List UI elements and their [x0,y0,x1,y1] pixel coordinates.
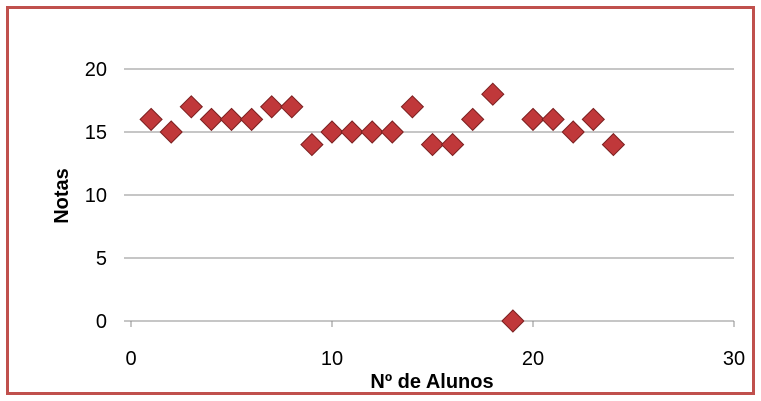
data-point [239,107,264,132]
y-tick-label: 5 [96,248,107,270]
data-point [139,107,163,132]
x-tick-label: 0 [125,348,136,370]
data-point [561,120,585,144]
data-point [280,95,304,119]
data-point [320,120,344,144]
data-point [300,132,324,157]
data-point [440,132,465,157]
x-tick-label: 30 [723,348,745,370]
data-point [541,107,565,132]
gridlines [124,68,734,322]
data-point [199,107,224,132]
data-point [360,120,384,144]
chart-frame [6,6,755,395]
data-point [601,132,626,157]
data-point [481,82,505,106]
y-tick-label: 0 [96,311,107,333]
x-axis [130,321,735,327]
data-point [521,107,545,132]
x-tick-label: 20 [522,348,544,370]
data-points [139,82,626,333]
x-tick-label: 10 [321,348,343,370]
data-point [259,95,284,119]
y-tick-labels: 0 5 10 15 20 [85,59,107,333]
data-point [159,120,183,144]
data-point [219,107,244,132]
data-point [400,95,425,119]
data-point [501,309,525,333]
y-tick-label: 15 [85,122,107,144]
y-tick-label: 20 [85,59,107,81]
x-tick-labels: 0 10 20 30 [125,348,745,370]
data-point [581,107,606,132]
y-tick-label: 10 [85,185,107,207]
data-point [340,120,364,144]
data-point [420,132,445,157]
data-point [179,95,204,119]
data-point [380,120,405,144]
data-point [460,107,485,132]
y-axis-title: Notas [51,168,73,224]
x-axis-title: Nº de Alunos [370,371,493,393]
